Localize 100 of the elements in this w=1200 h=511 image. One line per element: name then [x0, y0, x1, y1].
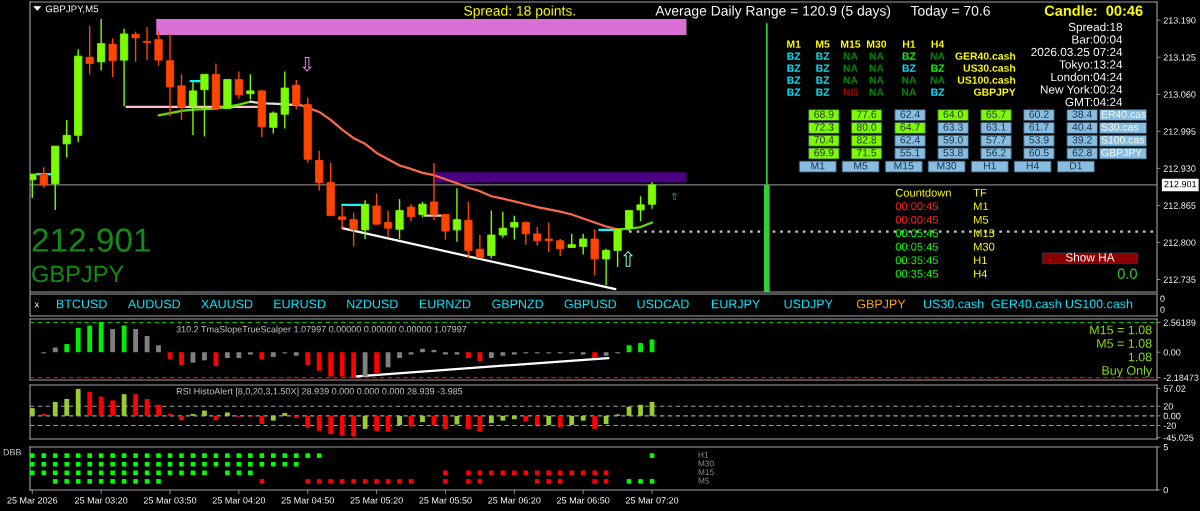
bar	[305, 415, 311, 428]
candlestick	[246, 73, 255, 101]
candlestick	[521, 220, 530, 246]
bar	[270, 352, 276, 357]
bar	[454, 352, 460, 355]
point	[179, 470, 184, 476]
point	[236, 470, 242, 476]
annotation: 40.4	[1072, 123, 1093, 131]
point	[110, 461, 115, 467]
point	[41, 461, 47, 467]
point	[225, 453, 230, 458]
point	[121, 461, 127, 467]
annotation: 63.3	[943, 123, 963, 131]
point	[592, 479, 597, 484]
annotation: 72.3	[814, 123, 834, 131]
point	[477, 479, 483, 484]
annotation: ER40.cas	[1101, 110, 1146, 118]
bar	[397, 415, 402, 426]
y-tick-label: -20	[1163, 422, 1176, 429]
point	[52, 470, 58, 476]
text: M15	[698, 469, 714, 476]
point	[87, 470, 92, 476]
point	[546, 479, 552, 484]
annotation: 00:35:45	[895, 269, 939, 278]
text: AUDUSD	[127, 299, 181, 309]
bar	[259, 352, 265, 360]
annotation: 00:35:45	[895, 256, 939, 265]
text: USDJPY	[784, 299, 833, 309]
candlestick	[647, 181, 657, 210]
bar	[569, 415, 575, 426]
point	[144, 453, 150, 458]
annotation: Average Daily Range = 120.9 (5 days)	[655, 5, 891, 19]
annotation: H1	[902, 40, 916, 48]
y-tick-label: 57.02	[1163, 385, 1186, 392]
point	[271, 453, 276, 458]
text: x	[34, 302, 40, 308]
bar	[592, 415, 598, 429]
annotation: H1	[974, 256, 987, 265]
bar	[638, 404, 643, 416]
point	[144, 461, 150, 467]
bar	[133, 328, 138, 353]
bar	[179, 415, 184, 421]
bar	[351, 415, 357, 437]
bar	[603, 415, 609, 425]
bar	[202, 410, 207, 416]
annotation: London:04:24	[1051, 72, 1123, 82]
text: GBPJPY	[856, 299, 906, 309]
annotation: 212.901	[32, 228, 150, 252]
x-tick-label: 25 Mar 06:20	[488, 497, 541, 504]
candlestick	[292, 79, 301, 110]
annotation: Buy Only	[1102, 365, 1153, 378]
annotation: US30.cash	[963, 64, 1016, 72]
y-tick-label: 212.800	[1163, 239, 1196, 246]
annotation: ⇧	[622, 251, 634, 267]
bar	[592, 352, 598, 359]
bar	[443, 352, 448, 355]
annotation: 00:05:45	[895, 242, 939, 251]
point	[202, 470, 207, 476]
bar	[488, 415, 494, 424]
y-tick-label: 2.56189	[1163, 319, 1196, 326]
annotation: M1	[974, 202, 989, 211]
point	[466, 479, 471, 484]
point	[248, 453, 253, 458]
point	[98, 453, 104, 458]
x-tick-label: 25 Mar 04:20	[212, 497, 266, 504]
bar	[638, 342, 643, 353]
candlestick	[579, 233, 588, 256]
annotation: 59.0	[943, 136, 963, 144]
x-tick-label: 25 Mar 03:20	[75, 497, 128, 504]
bar	[374, 415, 379, 431]
bar	[179, 352, 184, 366]
point	[41, 470, 47, 476]
annotation: 38.4	[1072, 110, 1093, 118]
bar	[408, 352, 414, 355]
point	[75, 461, 81, 467]
annotation: NA	[869, 76, 884, 84]
text: EURJPY	[711, 299, 760, 309]
annotation: BZ	[787, 88, 801, 96]
candlestick	[30, 173, 37, 199]
annotation: NA	[869, 52, 884, 60]
point	[52, 453, 58, 458]
bar	[488, 352, 494, 359]
y-tick-label: 213.190	[1163, 17, 1196, 24]
point	[41, 453, 47, 458]
point	[156, 453, 161, 458]
annotation: 53.9	[1029, 136, 1049, 144]
point	[167, 461, 173, 467]
annotation: 56.2	[986, 148, 1006, 157]
bar	[156, 404, 161, 416]
bar	[98, 396, 104, 416]
point	[144, 470, 150, 476]
point	[156, 470, 161, 476]
y-tick-label: 212.865	[1163, 202, 1196, 209]
bar	[500, 415, 506, 421]
text: US100.cash	[1065, 299, 1133, 309]
bar	[466, 415, 471, 429]
bar	[121, 325, 127, 353]
point	[397, 479, 402, 484]
text: 310.2 TmaSlopeTrueScalper 1.07997 0.00000 0.00000 0.00000 1.07997	[176, 325, 467, 335]
bar	[466, 352, 471, 359]
